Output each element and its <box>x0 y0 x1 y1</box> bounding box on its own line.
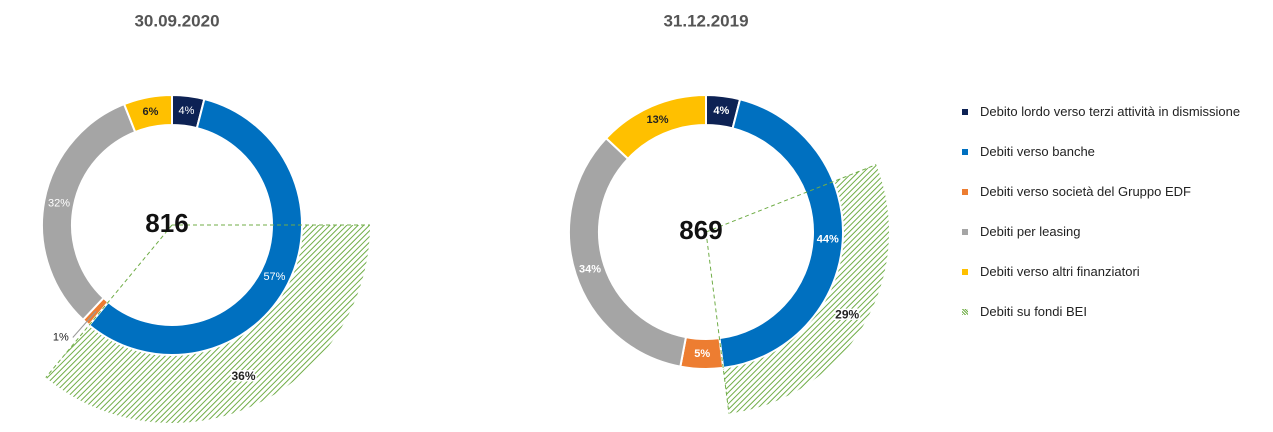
donut-segment <box>87 97 303 356</box>
legend-swatch <box>962 149 968 155</box>
value-label: 5% <box>694 348 710 360</box>
value-label: 13% <box>647 114 669 126</box>
value-label: 6% <box>142 106 158 118</box>
value-label: 4% <box>178 105 194 117</box>
donut-segment <box>568 136 688 368</box>
donut-segment <box>604 93 707 161</box>
legend-label: Debiti su fondi BEI <box>980 304 1087 319</box>
bei-guide <box>705 164 877 233</box>
bei-label: 36% <box>232 369 256 383</box>
legend-label: Debito lordo verso terzi attività in dis… <box>980 104 1241 119</box>
legend-swatch <box>962 189 968 195</box>
donut-segment <box>122 93 173 134</box>
donut-segment <box>41 102 137 322</box>
bei-guide <box>45 224 173 378</box>
total-label: 869 <box>679 215 722 245</box>
legend-swatch <box>962 109 968 115</box>
legend-swatch <box>962 309 968 315</box>
chart-title: 30.09.2020 <box>134 11 219 30</box>
value-label: 4% <box>713 105 729 117</box>
legend-swatch <box>962 229 968 235</box>
legend-label: Debiti verso altri finanziatori <box>980 264 1140 279</box>
value-label: 57% <box>263 271 285 283</box>
value-label: 32% <box>48 197 70 209</box>
value-label: 44% <box>817 234 839 246</box>
legend-label: Debiti verso società del Gruppo EDF <box>980 184 1191 199</box>
bei-guide <box>705 231 730 414</box>
value-label: 1% <box>53 331 69 343</box>
value-label: 34% <box>579 264 601 276</box>
bei-label: 29% <box>835 308 859 322</box>
legend-label: Debiti verso banche <box>980 144 1095 159</box>
leader-line <box>72 310 97 338</box>
chart-title: 31.12.2019 <box>663 11 748 30</box>
legend-swatch <box>962 269 968 275</box>
total-label: 816 <box>145 208 188 238</box>
legend-label: Debiti per leasing <box>980 224 1081 239</box>
